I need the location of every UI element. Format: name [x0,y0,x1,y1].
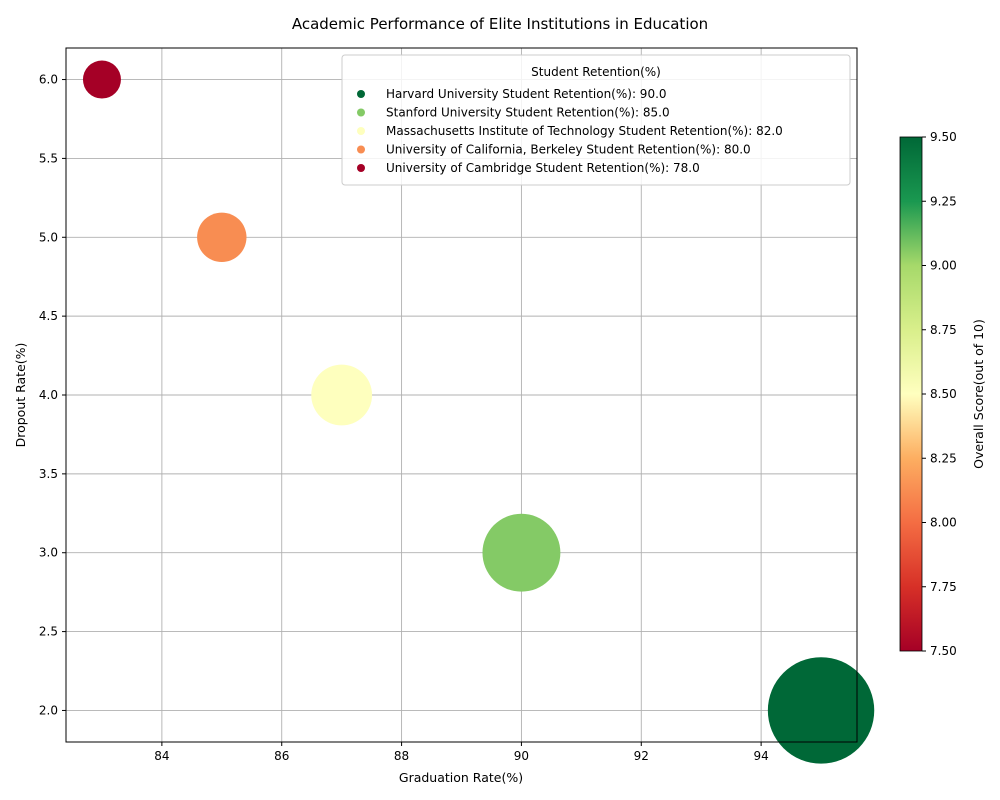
colorbar-tick-label: 9.25 [930,194,957,208]
colorbar-label: Overall Score(out of 10) [971,319,986,469]
colorbar: 7.50 7.75 8.00 8.25 8.50 8.75 9.00 9.25 9.50 Ove… [899,130,986,658]
colorbar-tick-label: 8.00 [930,516,957,530]
y-tick-label: 4.5 [39,309,58,323]
point-harvard-university [767,657,875,764]
legend-title: Student Retention(%) [531,65,661,79]
colorbar-tick-label: 8.25 [930,451,957,465]
legend-entry: Harvard University Student Retention(%):… [386,87,667,101]
data-points [82,60,875,764]
colorbar-tick-label: 7.50 [930,644,957,658]
colorbar-gradient [899,136,923,652]
legend-marker [357,127,365,135]
legend-marker [357,108,365,117]
x-tick-label: 92 [634,749,649,763]
colorbar-tick-label: 7.75 [930,580,957,594]
legend-entry: Stanford University Student Retention(%)… [386,106,670,120]
legend-marker [357,145,365,154]
legend-marker [357,90,365,98]
y-tick-label: 2.0 [39,703,58,717]
x-axis-label: Graduation Rate(%) [399,770,523,785]
legend-marker [357,164,365,172]
legend-entry: University of California, Berkeley Stude… [386,143,751,157]
colorbar-ticks: 7.50 7.75 8.00 8.25 8.50 8.75 9.00 9.25 9.50 [922,130,957,658]
y-tick-label: 3.5 [39,467,58,481]
x-axis-ticks: 84 86 88 90 92 94 [154,742,769,763]
x-tick-label: 86 [274,749,289,763]
y-tick-label: 4.0 [39,388,58,402]
point-stanford-university [482,513,561,592]
point-university-of-cambridge [82,60,121,99]
legend-items: Harvard University Student Retention(%):… [357,87,783,175]
legend-entry: University of Cambridge Student Retentio… [386,161,700,175]
y-tick-label: 5.0 [39,230,58,244]
point-massachusetts-institute-of-technology [311,364,373,426]
chart-title: Academic Performance of Elite Institutio… [292,15,708,33]
colorbar-tick-label: 9.00 [930,259,957,273]
y-tick-label: 3.0 [39,546,58,560]
y-tick-label: 2.5 [39,625,58,639]
y-tick-label: 6.0 [39,73,58,87]
legend-entry: Massachusetts Institute of Technology St… [386,124,783,138]
y-tick-label: 5.5 [39,151,58,165]
legend: Student Retention(%) Harvard University … [341,54,851,186]
legend-box [341,54,851,186]
x-tick-label: 90 [514,749,529,763]
x-tick-label: 94 [753,749,768,763]
x-tick-label: 84 [154,749,169,763]
point-university-of-california-berkeley [197,212,247,262]
colorbar-tick-label: 8.50 [930,387,957,401]
x-tick-label: 88 [394,749,409,763]
colorbar-tick-label: 9.50 [930,130,957,144]
y-axis-label: Dropout Rate(%) [13,343,28,448]
colorbar-tick-label: 8.75 [930,323,957,337]
y-axis-ticks: 2.0 2.5 3.0 3.5 4.0 4.5 5.0 5.5 6.0 [39,73,66,717]
